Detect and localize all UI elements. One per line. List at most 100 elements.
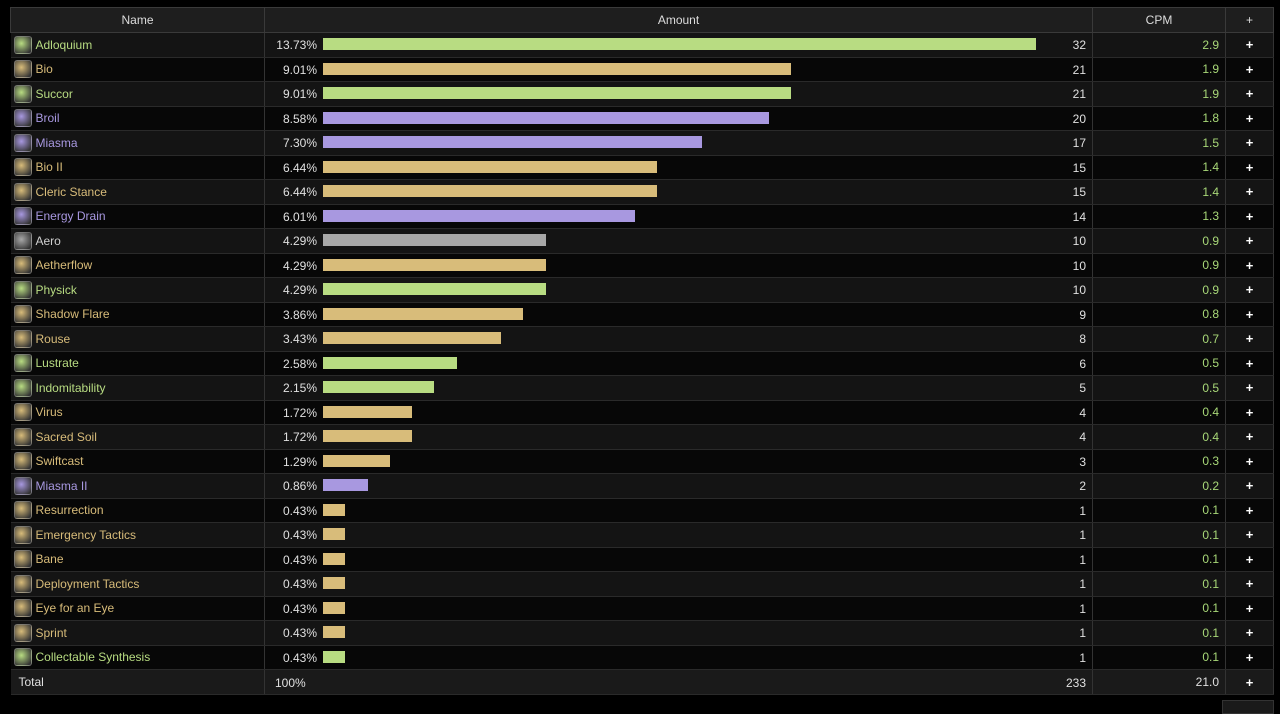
ability-name[interactable]: Indomitability xyxy=(35,380,106,395)
ability-name[interactable]: Emergency Tactics xyxy=(35,527,136,542)
bottom-button[interactable] xyxy=(1222,700,1274,714)
table-row[interactable]: Emergency Tactics 0.43% 1 0.1 + xyxy=(10,522,1274,548)
table-row[interactable]: Aero 4.29% 10 0.9 + xyxy=(10,228,1274,254)
expand-button[interactable]: + xyxy=(1225,179,1274,205)
expand-button[interactable]: + xyxy=(1225,57,1274,82)
table-row[interactable]: Miasma 7.30% 17 1.5 + xyxy=(10,130,1274,156)
expand-button[interactable]: + xyxy=(1225,473,1274,499)
table-row[interactable]: Adloquium 13.73% 32 2.9 + xyxy=(10,32,1274,58)
expand-button[interactable]: + xyxy=(1225,620,1274,646)
ability-name[interactable]: Sprint xyxy=(35,625,67,640)
aero-icon xyxy=(13,231,32,250)
ability-name[interactable]: Deployment Tactics xyxy=(35,576,140,591)
ability-name[interactable]: Shadow Flare xyxy=(35,307,110,322)
table-row[interactable]: Sprint 0.43% 1 0.1 + xyxy=(10,620,1274,646)
ability-name[interactable]: Virus xyxy=(35,405,63,420)
table-row[interactable]: Bio 9.01% 21 1.9 + xyxy=(10,57,1274,82)
table-row[interactable]: Physick 4.29% 10 0.9 + xyxy=(10,277,1274,303)
ability-name[interactable]: Eye for an Eye xyxy=(35,601,115,616)
amount-cell: 1.72% 4 xyxy=(264,424,1093,450)
expand-button[interactable]: + xyxy=(1225,645,1274,670)
header-plus[interactable]: + xyxy=(1225,7,1274,33)
expand-button[interactable]: + xyxy=(1225,400,1274,425)
ability-name[interactable]: Sacred Soil xyxy=(35,429,97,444)
table-row[interactable]: Aetherflow 4.29% 10 0.9 + xyxy=(10,253,1274,278)
expand-button[interactable]: + xyxy=(1225,375,1274,401)
expand-button[interactable]: + xyxy=(1225,449,1274,474)
ability-name[interactable]: Swiftcast xyxy=(35,454,84,469)
expand-button[interactable]: + xyxy=(1225,302,1274,327)
expand-button[interactable]: + xyxy=(1225,571,1274,597)
ability-name[interactable]: Bane xyxy=(35,552,64,567)
percent-value: 4.29% xyxy=(282,258,317,273)
amount-cell: 6.44% 15 xyxy=(264,179,1093,205)
amount-bar xyxy=(323,356,457,369)
expand-button[interactable]: + xyxy=(1225,424,1274,450)
cpm-value: 0.5 xyxy=(1092,375,1226,401)
header-name[interactable]: Name xyxy=(10,7,265,33)
header-cpm[interactable]: CPM xyxy=(1092,7,1226,33)
table-row[interactable]: Eye for an Eye 0.43% 1 0.1 + xyxy=(10,596,1274,621)
header-amount[interactable]: Amount xyxy=(264,7,1093,33)
ability-name[interactable]: Physick xyxy=(35,282,77,297)
ability-name[interactable]: Resurrection xyxy=(35,503,104,518)
ability-name[interactable]: Bio II xyxy=(35,160,63,175)
table-row[interactable]: Succor 9.01% 21 1.9 + xyxy=(10,81,1274,107)
amount-bar xyxy=(323,111,769,124)
table-row[interactable]: Sacred Soil 1.72% 4 0.4 + xyxy=(10,424,1274,450)
table-row[interactable]: Indomitability 2.15% 5 0.5 + xyxy=(10,375,1274,401)
percent-value: 0.43% xyxy=(282,577,317,592)
ability-name[interactable]: Cleric Stance xyxy=(35,184,107,199)
table-row[interactable]: Swiftcast 1.29% 3 0.3 + xyxy=(10,449,1274,474)
amount-bar xyxy=(323,503,345,516)
ability-name[interactable]: Aero xyxy=(35,233,61,248)
expand-button[interactable]: + xyxy=(1225,596,1274,621)
ability-name[interactable]: Adloquium xyxy=(35,37,93,52)
expand-button[interactable]: + xyxy=(1225,522,1274,548)
expand-button[interactable]: + xyxy=(1225,106,1274,131)
expand-button[interactable]: + xyxy=(1225,277,1274,303)
table-row[interactable]: Deployment Tactics 0.43% 1 0.1 + xyxy=(10,571,1274,597)
ability-name[interactable]: Bio xyxy=(35,62,53,77)
ability-name[interactable]: Succor xyxy=(35,86,73,101)
amount-cell: 1.72% 4 xyxy=(264,400,1093,425)
ability-name[interactable]: Collectable Synthesis xyxy=(35,650,151,665)
count-value: 17 xyxy=(1072,136,1086,151)
table-row[interactable]: Cleric Stance 6.44% 15 1.4 + xyxy=(10,179,1274,205)
table-header-row: Name Amount CPM + xyxy=(10,7,1274,33)
expand-button[interactable]: + xyxy=(1225,130,1274,156)
table-row[interactable]: Miasma II 0.86% 2 0.2 + xyxy=(10,473,1274,499)
amount-cell: 3.43% 8 xyxy=(264,326,1093,352)
lustrate-icon xyxy=(13,354,32,373)
expand-button[interactable]: + xyxy=(1225,32,1274,58)
table-row[interactable]: Bio II 6.44% 15 1.4 + xyxy=(10,155,1274,180)
ability-name[interactable]: Lustrate xyxy=(35,356,79,371)
expand-button[interactable]: + xyxy=(1225,81,1274,107)
ability-name[interactable]: Miasma II xyxy=(35,478,88,493)
table-row[interactable]: Rouse 3.43% 8 0.7 + xyxy=(10,326,1274,352)
expand-button[interactable]: + xyxy=(1225,498,1274,523)
expand-button[interactable]: + xyxy=(1225,351,1274,376)
ability-name[interactable]: Miasma xyxy=(35,135,78,150)
expand-button[interactable]: + xyxy=(1225,204,1274,229)
table-row[interactable]: Resurrection 0.43% 1 0.1 + xyxy=(10,498,1274,523)
total-plus-button[interactable]: + xyxy=(1225,669,1274,695)
expand-button[interactable]: + xyxy=(1225,547,1274,572)
name-cell: Broil xyxy=(10,106,265,131)
ability-name[interactable]: Aetherflow xyxy=(35,258,93,273)
table-row[interactable]: Virus 1.72% 4 0.4 + xyxy=(10,400,1274,425)
table-row[interactable]: Lustrate 2.58% 6 0.5 + xyxy=(10,351,1274,376)
ability-name[interactable]: Rouse xyxy=(35,331,71,346)
table-row[interactable]: Energy Drain 6.01% 14 1.3 + xyxy=(10,204,1274,229)
ability-name[interactable]: Broil xyxy=(35,111,60,126)
table-row[interactable]: Shadow Flare 3.86% 9 0.8 + xyxy=(10,302,1274,327)
amount-cell: 2.58% 6 xyxy=(264,351,1093,376)
expand-button[interactable]: + xyxy=(1225,326,1274,352)
expand-button[interactable]: + xyxy=(1225,228,1274,254)
table-row[interactable]: Collectable Synthesis 0.43% 1 0.1 + xyxy=(10,645,1274,670)
table-row[interactable]: Broil 8.58% 20 1.8 + xyxy=(10,106,1274,131)
ability-name[interactable]: Energy Drain xyxy=(35,209,106,224)
expand-button[interactable]: + xyxy=(1225,253,1274,278)
expand-button[interactable]: + xyxy=(1225,155,1274,180)
table-row[interactable]: Bane 0.43% 1 0.1 + xyxy=(10,547,1274,572)
